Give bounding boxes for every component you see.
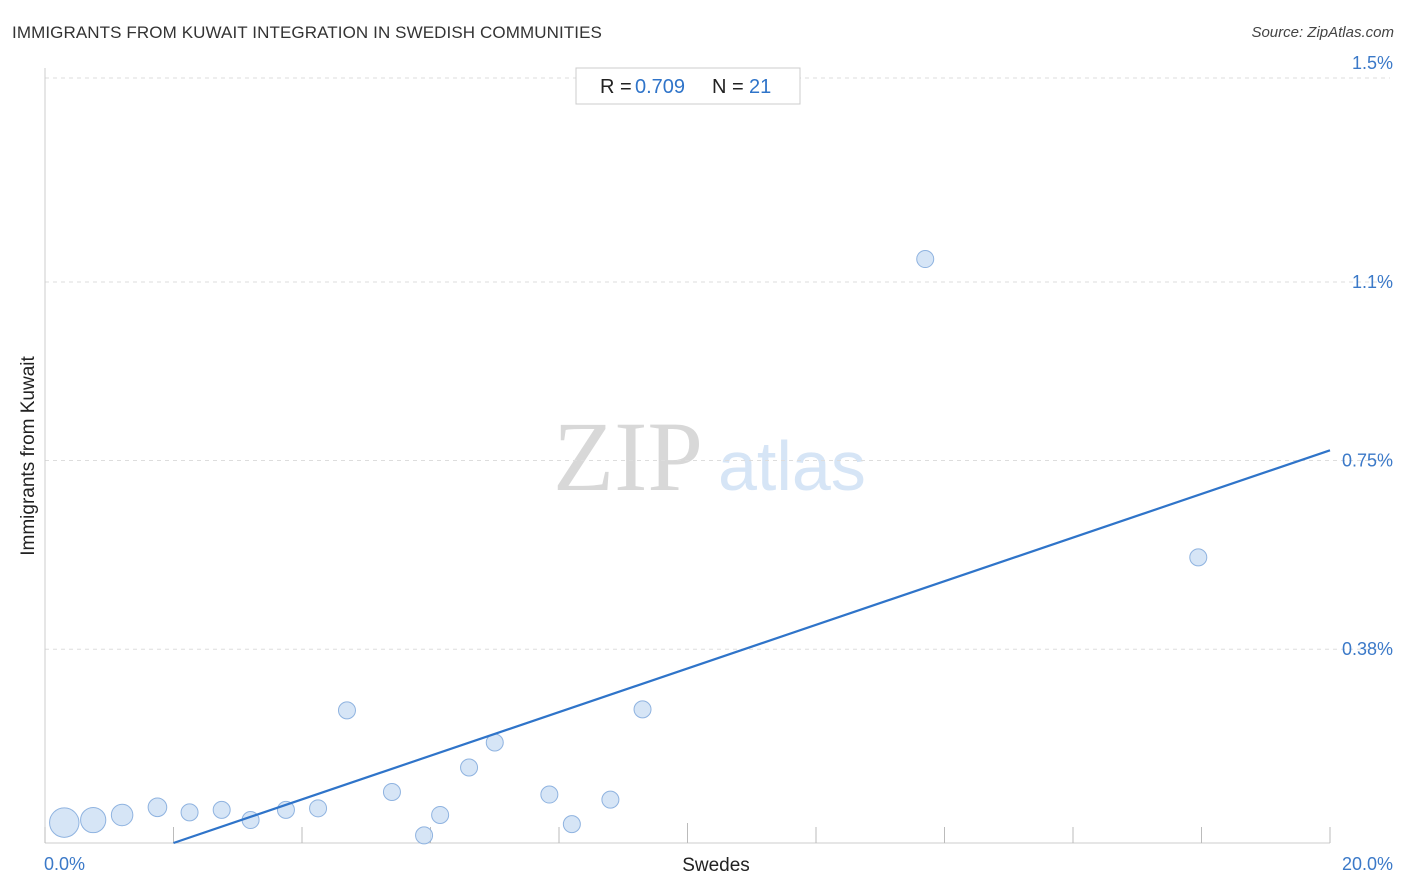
stats-box-frame — [575, 67, 801, 105]
data-point — [415, 826, 434, 845]
data-point — [562, 815, 581, 834]
chart-title: IMMIGRANTS FROM KUWAIT INTEGRATION IN SW… — [12, 23, 602, 42]
data-point — [382, 783, 401, 801]
source-credit: Source: ZipAtlas.com — [1251, 24, 1394, 41]
data-points — [49, 250, 1208, 845]
y-axis-label: Immigrants from Kuwait — [18, 356, 39, 556]
y-tick-label: 1.5% — [1352, 53, 1393, 73]
data-point — [110, 803, 134, 827]
x-axis-label: Swedes — [682, 855, 750, 876]
trendline-group — [173, 449, 1331, 845]
data-point — [49, 807, 80, 838]
x-tick-label-max: 20.0% — [1342, 854, 1393, 874]
data-point — [1189, 548, 1208, 567]
data-point — [916, 250, 935, 269]
data-point — [633, 700, 652, 719]
y-tick-label: 0.75% — [1342, 451, 1393, 471]
watermark-zip: ZIP — [553, 401, 703, 512]
y-tick-label: 0.38% — [1342, 639, 1393, 659]
data-point — [309, 799, 328, 818]
watermark: ZIP atlas — [553, 401, 866, 512]
data-point — [431, 805, 450, 824]
x-tick-labels: 0.0% 20.0% — [44, 854, 1393, 874]
y-tick-labels: 0.38% 0.75% 1.1% 1.5% — [1342, 53, 1393, 659]
data-point — [147, 797, 168, 818]
n-label: N = — [712, 76, 744, 98]
data-point — [460, 758, 479, 777]
trendline — [173, 449, 1331, 845]
data-point — [601, 790, 620, 809]
data-point — [540, 785, 559, 804]
data-point — [80, 806, 107, 834]
watermark-atlas: atlas — [718, 427, 866, 505]
x-tick-label-min: 0.0% — [44, 854, 85, 874]
grid-lines — [45, 77, 1390, 650]
data-point — [180, 803, 199, 822]
r-value: 0.709 — [635, 76, 685, 98]
y-tick-label: 1.1% — [1352, 272, 1393, 292]
n-value: 21 — [749, 76, 771, 98]
r-label: R = — [600, 76, 632, 98]
data-point — [337, 701, 356, 720]
data-point — [212, 800, 231, 819]
stats-box: R = 0.709 N = 21 — [575, 67, 801, 105]
